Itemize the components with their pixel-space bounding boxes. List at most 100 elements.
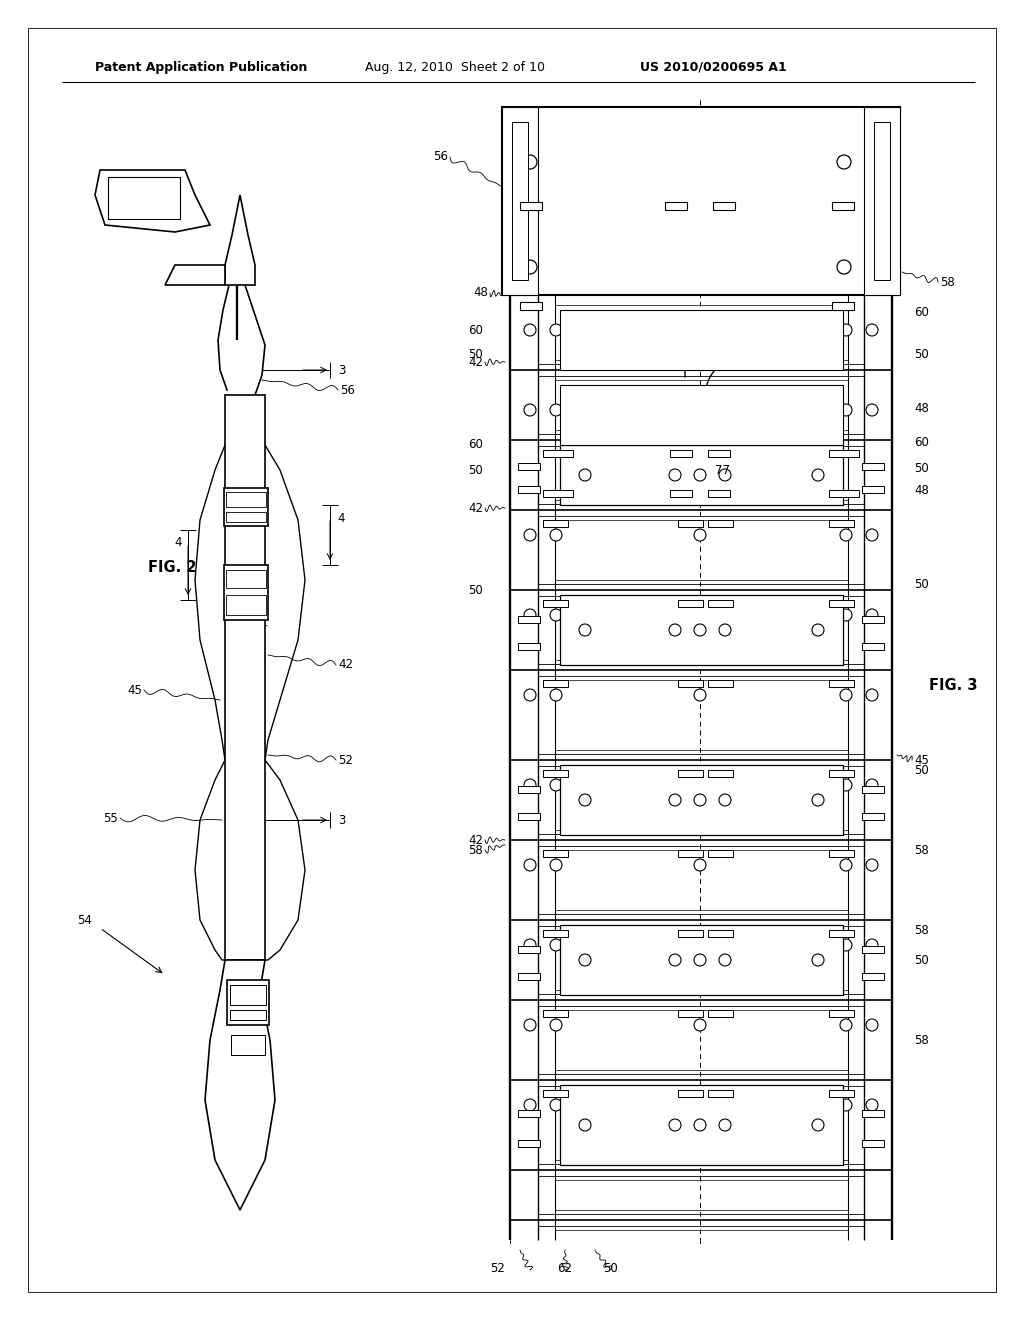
Bar [543, 1010, 568, 1016]
Circle shape [866, 529, 878, 541]
Bar [862, 1140, 884, 1147]
Bar [226, 492, 266, 507]
Bar [225, 395, 265, 960]
Bar [829, 1090, 854, 1097]
Circle shape [550, 529, 562, 541]
Circle shape [524, 779, 536, 791]
Circle shape [812, 469, 824, 480]
Circle shape [524, 859, 536, 871]
Text: 48: 48 [914, 401, 929, 414]
Bar [543, 450, 573, 457]
Circle shape [719, 954, 731, 966]
Circle shape [674, 404, 686, 416]
Bar [708, 450, 730, 457]
Circle shape [694, 1100, 706, 1111]
Bar [862, 946, 884, 953]
Bar [543, 520, 568, 527]
Text: 50: 50 [914, 348, 929, 362]
Bar [708, 680, 733, 686]
Text: 56: 56 [433, 150, 449, 164]
Bar [230, 985, 266, 1005]
Circle shape [840, 939, 852, 950]
Text: 50: 50 [914, 578, 929, 591]
Circle shape [866, 609, 878, 620]
Bar [543, 490, 573, 498]
Text: 60: 60 [914, 437, 929, 450]
Bar [226, 512, 266, 521]
Circle shape [550, 689, 562, 701]
Bar [829, 490, 859, 498]
Bar [224, 565, 268, 620]
Bar [708, 490, 730, 498]
Circle shape [694, 689, 706, 701]
Circle shape [524, 1100, 536, 1111]
Circle shape [579, 954, 591, 966]
Circle shape [579, 624, 591, 636]
Bar [862, 1110, 884, 1117]
Bar [502, 107, 538, 294]
Circle shape [694, 954, 706, 966]
Text: 60: 60 [468, 323, 483, 337]
Bar [512, 121, 528, 280]
Bar [831, 302, 854, 310]
Bar [829, 1010, 854, 1016]
Bar [862, 643, 884, 649]
Bar [560, 766, 843, 836]
Circle shape [579, 469, 591, 480]
Text: 52: 52 [490, 1262, 505, 1275]
Bar [518, 1140, 540, 1147]
Bar [713, 202, 735, 210]
Bar [224, 488, 268, 525]
Bar [829, 770, 854, 777]
Text: 4: 4 [174, 536, 182, 549]
Text: 4: 4 [337, 511, 344, 524]
Text: 52: 52 [338, 754, 353, 767]
Bar [862, 813, 884, 820]
Circle shape [550, 404, 562, 416]
Circle shape [694, 609, 706, 620]
Polygon shape [205, 960, 275, 1210]
Circle shape [523, 154, 537, 169]
Text: 42: 42 [468, 833, 483, 846]
Bar [829, 520, 854, 527]
Circle shape [866, 404, 878, 416]
Circle shape [524, 689, 536, 701]
Text: 42: 42 [338, 659, 353, 672]
Circle shape [550, 323, 562, 337]
Circle shape [669, 469, 681, 480]
Circle shape [669, 624, 681, 636]
Text: 50: 50 [603, 1262, 617, 1275]
Bar [226, 570, 266, 587]
Bar [864, 107, 900, 294]
Circle shape [866, 1019, 878, 1031]
Circle shape [866, 1100, 878, 1111]
Circle shape [812, 1119, 824, 1131]
Bar [543, 1090, 568, 1097]
Bar [560, 595, 843, 665]
Circle shape [840, 1100, 852, 1111]
Bar [708, 770, 733, 777]
Bar [518, 616, 540, 623]
Text: FIG. 3: FIG. 3 [929, 677, 978, 693]
Bar [678, 520, 703, 527]
Text: 3: 3 [338, 363, 345, 376]
Bar [560, 445, 843, 506]
Bar [708, 1010, 733, 1016]
Circle shape [694, 1119, 706, 1131]
Bar [502, 107, 900, 294]
Text: 48: 48 [473, 286, 488, 300]
Text: 42: 42 [468, 355, 483, 368]
Bar [518, 643, 540, 649]
Circle shape [669, 1119, 681, 1131]
Circle shape [866, 779, 878, 791]
Circle shape [669, 954, 681, 966]
Circle shape [524, 323, 536, 337]
Circle shape [840, 1019, 852, 1031]
Circle shape [714, 404, 726, 416]
Bar [518, 486, 540, 492]
Bar [862, 463, 884, 470]
Bar [829, 850, 854, 857]
Circle shape [694, 859, 706, 871]
Circle shape [840, 859, 852, 871]
Bar [520, 302, 542, 310]
